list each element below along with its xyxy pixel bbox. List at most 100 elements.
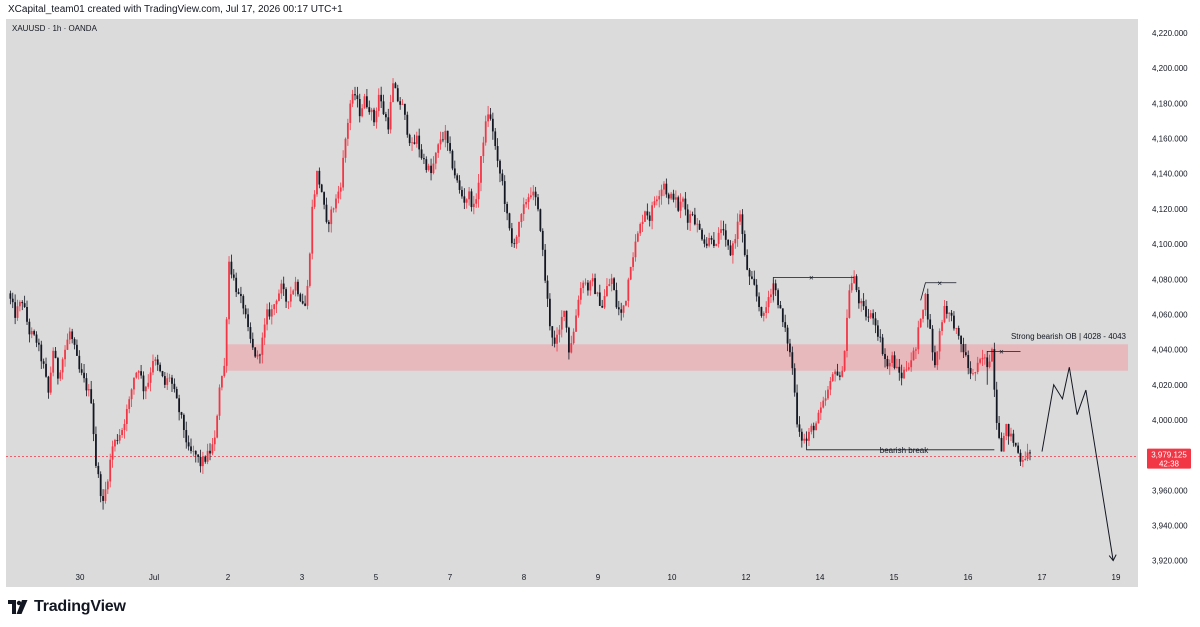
candle[interactable]	[28, 318, 31, 343]
candle[interactable]	[285, 287, 287, 309]
candle[interactable]	[337, 185, 340, 204]
candle[interactable]	[591, 273, 594, 287]
candle[interactable]	[948, 312, 951, 322]
candle[interactable]	[273, 303, 276, 316]
candle[interactable]	[610, 273, 613, 292]
candle[interactable]	[1014, 442, 1017, 448]
projection-path[interactable]	[1041, 367, 1114, 561]
candle[interactable]	[831, 372, 834, 382]
candle[interactable]	[311, 199, 314, 260]
candle[interactable]	[888, 359, 891, 375]
candle[interactable]	[425, 156, 428, 173]
candle[interactable]	[876, 320, 879, 341]
candle[interactable]	[187, 435, 190, 451]
candle[interactable]	[453, 160, 456, 179]
candle[interactable]	[862, 293, 865, 311]
candle[interactable]	[342, 150, 345, 191]
candle[interactable]	[71, 328, 74, 344]
candle[interactable]	[268, 302, 271, 320]
candle[interactable]	[836, 363, 839, 376]
candle[interactable]	[589, 279, 592, 296]
candle[interactable]	[451, 149, 454, 171]
candle[interactable]	[216, 414, 219, 439]
candle[interactable]	[289, 286, 292, 308]
candle[interactable]	[912, 347, 915, 361]
candle[interactable]	[192, 445, 195, 457]
candle[interactable]	[61, 357, 64, 380]
candle[interactable]	[941, 319, 943, 336]
candle[interactable]	[677, 195, 680, 213]
candle[interactable]	[442, 131, 444, 143]
candle[interactable]	[1021, 455, 1024, 468]
candle[interactable]	[470, 188, 473, 212]
candle[interactable]	[746, 249, 749, 271]
candle[interactable]	[349, 100, 352, 131]
candle[interactable]	[653, 196, 656, 208]
candle[interactable]	[639, 222, 642, 237]
candle[interactable]	[812, 422, 815, 439]
candle[interactable]	[617, 300, 620, 316]
candle[interactable]	[808, 427, 810, 447]
candle[interactable]	[368, 100, 371, 115]
candle[interactable]	[815, 421, 817, 431]
candle[interactable]	[85, 373, 88, 397]
candle[interactable]	[558, 324, 561, 343]
candle[interactable]	[541, 228, 544, 257]
candle[interactable]	[658, 190, 661, 208]
candle[interactable]	[822, 396, 825, 409]
candle[interactable]	[827, 385, 829, 400]
candle[interactable]	[278, 289, 280, 302]
candle[interactable]	[693, 207, 696, 226]
candle[interactable]	[991, 347, 993, 362]
candle[interactable]	[111, 440, 114, 468]
candle[interactable]	[11, 292, 14, 309]
candle[interactable]	[796, 384, 798, 428]
price-chart-svg[interactable]: 4,220.000 4,200.000 4,180.000 4,160.000 4,14…	[0, 19, 1200, 589]
candle[interactable]	[330, 206, 333, 233]
candle[interactable]	[691, 211, 694, 217]
candle[interactable]	[171, 374, 173, 393]
candle[interactable]	[629, 266, 632, 281]
candle[interactable]	[644, 210, 646, 223]
annotations-layer[interactable]: × × × bearish break Strong bearish OB | 4028…	[772, 274, 1127, 455]
candle[interactable]	[147, 374, 150, 389]
candle[interactable]	[527, 193, 530, 210]
candle[interactable]	[256, 350, 259, 360]
candle[interactable]	[632, 252, 634, 271]
candle[interactable]	[47, 375, 50, 399]
candle[interactable]	[363, 93, 366, 109]
candle[interactable]	[798, 416, 801, 437]
candle[interactable]	[525, 199, 528, 208]
candle[interactable]	[667, 192, 670, 205]
candle[interactable]	[915, 347, 917, 360]
candle[interactable]	[166, 372, 169, 390]
candle[interactable]	[674, 190, 677, 208]
candle[interactable]	[304, 295, 306, 307]
candle[interactable]	[133, 377, 135, 395]
candle[interactable]	[636, 231, 639, 243]
candle[interactable]	[705, 237, 708, 249]
candle[interactable]	[487, 105, 490, 127]
candle[interactable]	[943, 299, 946, 324]
candle[interactable]	[415, 131, 418, 148]
candle[interactable]	[665, 178, 668, 198]
candle[interactable]	[532, 185, 535, 201]
candle[interactable]	[998, 415, 1001, 440]
candle[interactable]	[955, 327, 958, 334]
candle[interactable]	[173, 378, 176, 393]
candle[interactable]	[682, 196, 684, 208]
candle[interactable]	[751, 270, 753, 280]
candle[interactable]	[446, 130, 449, 151]
candle[interactable]	[1017, 442, 1020, 454]
candle[interactable]	[722, 220, 725, 236]
candle[interactable]	[981, 349, 984, 367]
candle[interactable]	[841, 366, 844, 378]
candle[interactable]	[30, 327, 33, 339]
candle[interactable]	[335, 194, 337, 213]
candle[interactable]	[510, 222, 513, 247]
candle[interactable]	[266, 303, 268, 331]
candle[interactable]	[518, 221, 520, 243]
candle[interactable]	[116, 434, 119, 445]
candle[interactable]	[857, 286, 860, 309]
candle[interactable]	[548, 293, 551, 331]
